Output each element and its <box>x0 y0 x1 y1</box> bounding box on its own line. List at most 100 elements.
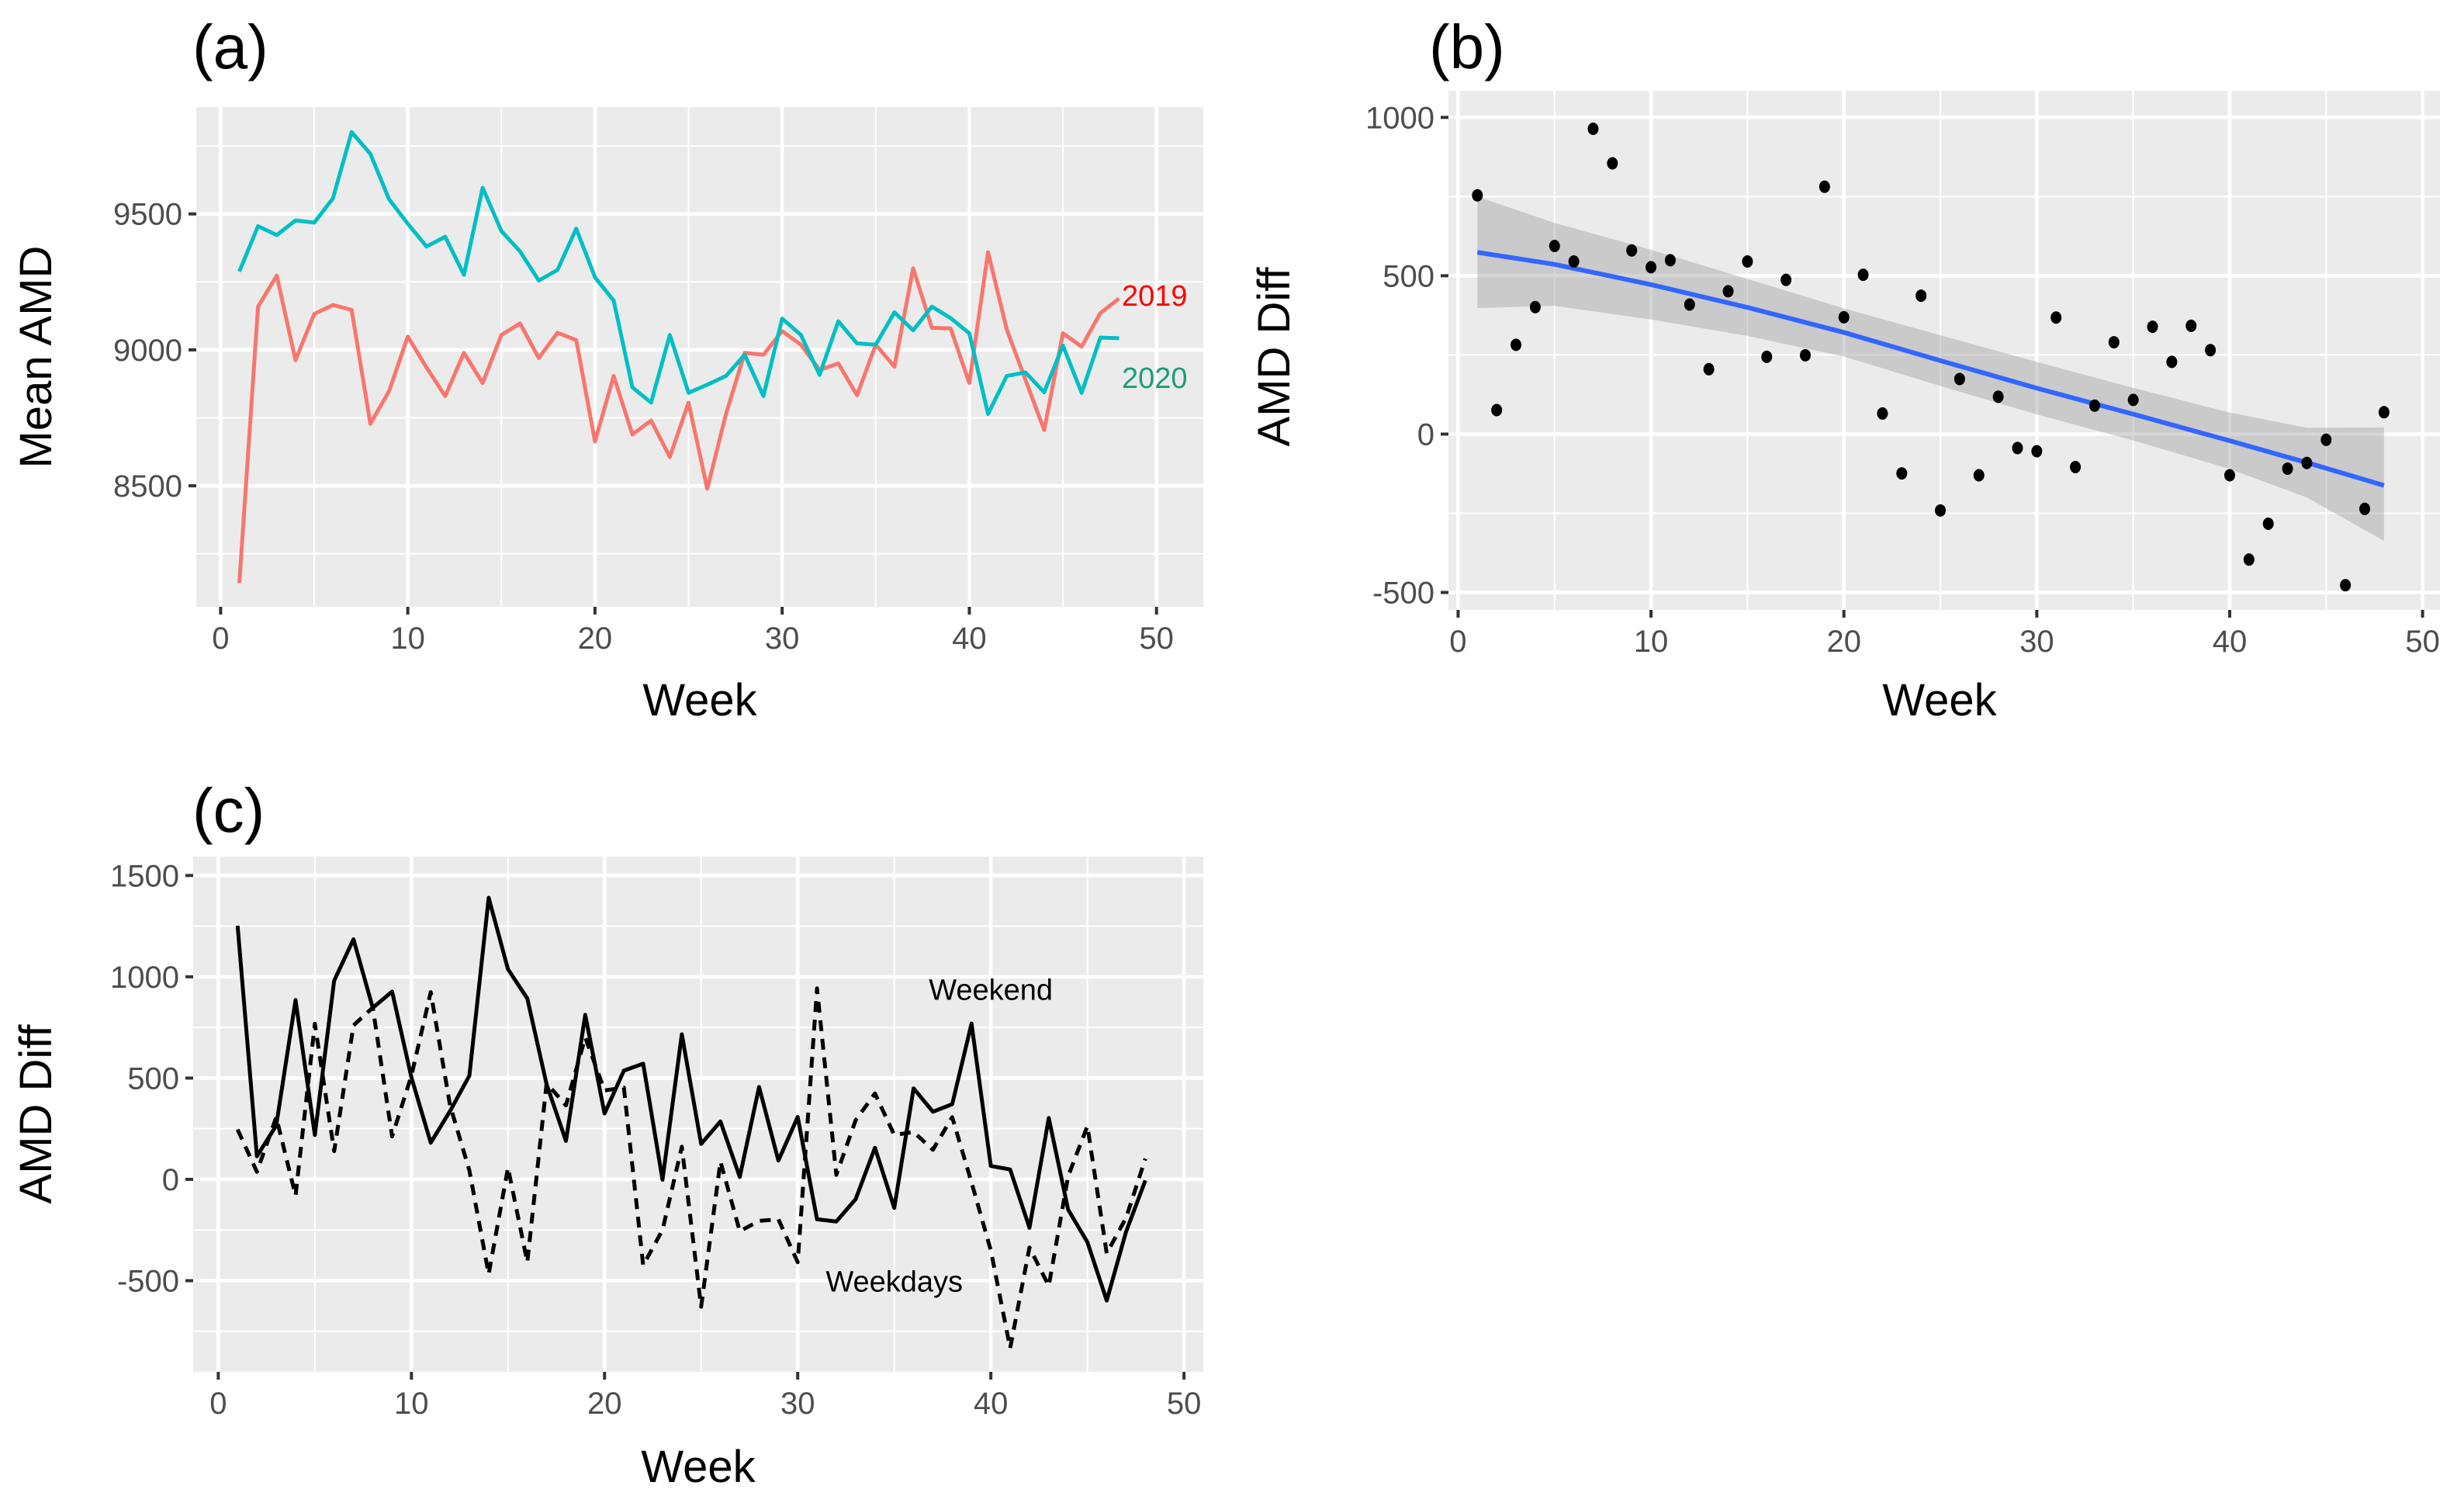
smooth-fit-line <box>1476 250 2385 488</box>
y-tick-label: 1500 <box>110 859 179 893</box>
data-point <box>1761 350 1773 363</box>
confidence-band <box>1477 196 2384 542</box>
x-tick-label: 0 <box>212 622 229 656</box>
y-tick-label: 500 <box>1383 259 1434 293</box>
y-tick-label: -500 <box>1372 577 1434 611</box>
data-point <box>1877 407 1888 420</box>
data-point <box>1799 348 1811 362</box>
x-tick-label: 0 <box>209 1387 227 1421</box>
panel-c-title: (c) <box>192 776 265 845</box>
data-point <box>2243 553 2255 566</box>
data-point <box>2301 456 2313 469</box>
x-tick-label: 10 <box>390 622 425 656</box>
series-label-weekdays: Weekdays <box>825 1266 963 1299</box>
data-point <box>2166 355 2178 369</box>
data-point <box>1935 504 1947 517</box>
data-point <box>1722 285 1734 298</box>
data-point <box>1568 255 1580 268</box>
series-line-2019 <box>237 250 1120 584</box>
x-tick-label: 30 <box>780 1387 815 1421</box>
data-point <box>1819 180 1830 193</box>
x-tick-label: 20 <box>1826 625 1861 659</box>
data-point <box>1511 338 1522 351</box>
series-line-2020 <box>237 130 1120 417</box>
x-tick-label: 40 <box>974 1387 1009 1421</box>
data-point <box>1549 240 1560 253</box>
data-point <box>2378 406 2390 419</box>
data-point <box>1491 403 1503 417</box>
data-point <box>2185 319 2197 332</box>
x-tick-label: 50 <box>2405 625 2440 659</box>
x-tick-label: 20 <box>578 622 613 656</box>
data-point <box>1607 157 1618 170</box>
panel-a-ylabel: Mean AMD <box>11 246 61 469</box>
x-tick-label: 30 <box>765 622 800 656</box>
data-point <box>2031 445 2043 458</box>
panel-b-ylabel: AMD Diff <box>1249 267 1299 447</box>
x-tick-label: 50 <box>1139 622 1174 656</box>
data-point <box>1896 467 1908 480</box>
series-label-2020: 2020 <box>1122 362 1188 395</box>
data-point <box>1742 255 1753 268</box>
data-point <box>1838 310 1850 324</box>
x-tick-label: 0 <box>1449 625 1466 659</box>
y-tick-label: 1000 <box>110 961 179 995</box>
panel-c: 0 10 20 30 40 50 -500 0 500 1000 1500 (c) Week AMD… <box>11 776 1203 1492</box>
x-tick-label: 40 <box>952 622 987 656</box>
data-point <box>1587 122 1599 135</box>
data-point <box>2012 442 2023 455</box>
panel-a-xlabel: Week <box>642 675 757 725</box>
y-tick-label: 1000 <box>1365 101 1434 135</box>
series-label-weekend: Weekend <box>929 975 1053 1007</box>
plot-background <box>193 857 1203 1372</box>
data-point <box>1529 300 1541 313</box>
x-tick-label: 40 <box>2213 625 2248 659</box>
data-point <box>2262 517 2274 530</box>
data-point <box>1626 244 1638 257</box>
x-tick-label: 20 <box>587 1387 622 1421</box>
data-point <box>1915 289 1927 303</box>
y-tick-label: -500 <box>117 1265 179 1299</box>
data-point <box>2070 460 2082 473</box>
panel-a: 0 10 20 30 40 50 8500 9000 9500 (a) Week Mean AM… <box>11 12 1203 725</box>
y-tick-label: 9000 <box>113 334 182 368</box>
plot-background <box>196 107 1203 607</box>
x-tick-label: 10 <box>1634 625 1669 659</box>
series-line-weekend <box>235 895 1147 1303</box>
plot-background <box>1448 91 2440 610</box>
data-point <box>1472 189 1483 202</box>
data-point <box>1703 362 1715 376</box>
data-point <box>1973 469 1985 482</box>
data-point <box>1646 261 1657 274</box>
data-point <box>2320 433 2332 446</box>
series-line-weekdays <box>235 986 1147 1350</box>
data-point <box>1857 268 1869 282</box>
data-point <box>2282 462 2293 475</box>
series-label-2019: 2019 <box>1122 280 1188 313</box>
data-point <box>2359 502 2371 515</box>
data-point <box>1992 390 2004 403</box>
data-point <box>1664 254 1676 267</box>
y-tick-label: 0 <box>1417 417 1434 452</box>
data-point <box>2050 311 2062 324</box>
data-point <box>2108 336 2120 349</box>
data-point <box>1684 298 1695 311</box>
data-point <box>2205 344 2217 357</box>
panel-b-title: (b) <box>1429 12 1505 81</box>
data-point <box>2089 399 2100 412</box>
data-point <box>2223 469 2235 482</box>
y-tick-label: 8500 <box>113 469 182 504</box>
data-point <box>1781 273 1792 286</box>
panel-c-ylabel: AMD Diff <box>11 1024 61 1204</box>
x-tick-label: 50 <box>1167 1387 1202 1421</box>
data-point <box>1954 372 1965 386</box>
x-tick-label: 10 <box>394 1387 429 1421</box>
panel-c-xlabel: Week <box>641 1442 756 1492</box>
y-tick-label: 9500 <box>113 198 182 232</box>
x-tick-label: 30 <box>2019 625 2054 659</box>
panel-b-xlabel: Week <box>1882 675 1997 725</box>
panel-a-title: (a) <box>192 12 268 81</box>
data-point <box>2147 320 2158 334</box>
y-tick-label: 500 <box>127 1061 179 1096</box>
